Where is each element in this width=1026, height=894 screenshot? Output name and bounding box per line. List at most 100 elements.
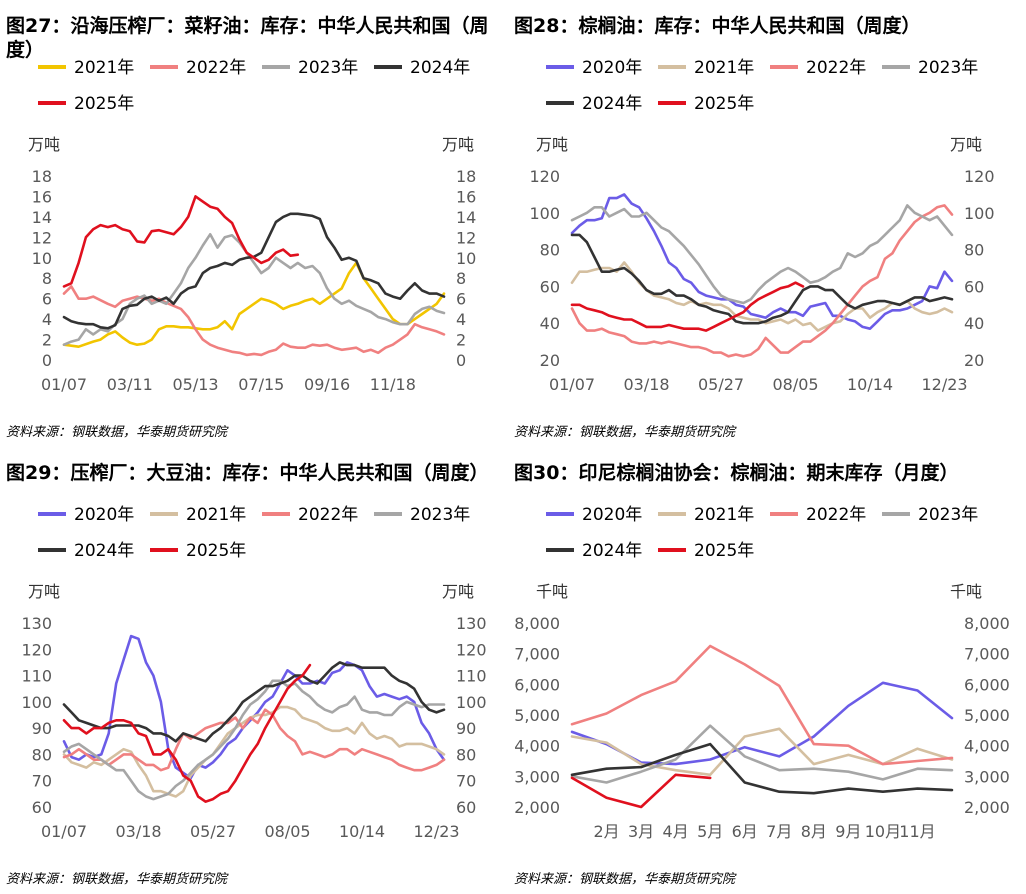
y-tick-left: 2,000 [514, 798, 560, 817]
x-tick-label: 11/18 [370, 375, 416, 394]
legend-label: 2020年 [74, 505, 134, 525]
unit-right: 万吨 [442, 582, 474, 601]
y-tick-left: 80 [540, 241, 560, 260]
y-tick-left: 120 [21, 640, 52, 659]
series-line [570, 281, 805, 332]
series-line [570, 681, 954, 766]
series-line [62, 261, 446, 349]
chart-svg-4: 图30：印尼棕榈油协会：棕榈油：期末库存（月度） 2020年 2021年 2022年 2… [514, 461, 1010, 887]
series-line [570, 644, 954, 766]
legend-label: 2023年 [410, 505, 470, 525]
legend-label: 2022年 [298, 505, 358, 525]
x-tick-label: 03/18 [115, 822, 161, 841]
y-tick-left: 100 [21, 693, 52, 712]
series-line [570, 204, 954, 305]
x-tick-label: 12/23 [921, 375, 967, 394]
chart-title-line: 图27：沿海压榨厂：菜籽油：库存：中华人民共和国（周 [6, 14, 488, 37]
y-tick-right: 7,000 [964, 645, 1010, 664]
y-tick-right: 3,000 [964, 767, 1010, 786]
legend-label: 2024年 [74, 541, 134, 561]
y-tick-left: 90 [32, 719, 52, 738]
legend-label: 2025年 [74, 94, 134, 114]
legend-label: 2022年 [806, 58, 866, 78]
y-tick-left: 130 [21, 614, 52, 633]
y-tick-left: 6,000 [514, 675, 560, 694]
legend-label: 2021年 [186, 505, 246, 525]
legend-label: 2021年 [74, 58, 134, 78]
x-tick-label: 4月 [663, 822, 689, 841]
legend-label: 2022年 [806, 505, 866, 525]
x-tick-label: 01/07 [41, 375, 87, 394]
y-tick-right: 6 [456, 290, 466, 309]
y-tick-right: 80 [456, 745, 476, 764]
unit-right: 万吨 [442, 135, 474, 154]
legend-label: 2024年 [410, 58, 470, 78]
y-tick-right: 90 [456, 719, 476, 738]
y-tick-right: 18 [456, 167, 476, 186]
unit-left: 万吨 [28, 135, 60, 154]
series-line [570, 204, 954, 358]
y-tick-right: 130 [456, 614, 487, 633]
y-tick-left: 7,000 [514, 645, 560, 664]
series-line [62, 663, 312, 804]
legend-label: 2022年 [186, 58, 246, 78]
chart-title-line: 图29：压榨厂：大豆油：库存：中华人民共和国（周度） [6, 461, 488, 484]
legend-label: 2024年 [582, 541, 642, 561]
y-tick-right: 8,000 [964, 614, 1010, 633]
y-tick-right: 0 [456, 351, 466, 370]
x-tick-label: 2月 [593, 822, 619, 841]
series-line [62, 233, 446, 347]
x-tick-label: 10/14 [847, 375, 893, 394]
y-tick-left: 18 [32, 167, 52, 186]
x-tick-label: 6月 [732, 822, 758, 841]
y-tick-right: 2,000 [964, 798, 1010, 817]
series-line [62, 661, 446, 743]
chart-svg-2: 图28：棕榈油：库存：中华人民共和国（周度）2020年 2021年 2022年 202… [514, 14, 995, 440]
x-tick-label: 3月 [628, 822, 654, 841]
chart-title-line: 图28：棕榈油：库存：中华人民共和国（周度） [514, 14, 920, 37]
y-tick-right: 80 [964, 241, 984, 260]
y-tick-left: 60 [540, 277, 560, 296]
y-tick-right: 6,000 [964, 675, 1010, 694]
x-tick-label: 09/16 [304, 375, 350, 394]
y-tick-left: 12 [32, 228, 52, 247]
x-tick-label: 5月 [697, 822, 723, 841]
source-note: 资料来源：钢联数据，华泰期货研究院 [514, 424, 737, 440]
x-tick-label: 01/07 [41, 822, 87, 841]
legend-label: 2023年 [918, 58, 978, 78]
x-tick-label: 05/27 [698, 375, 744, 394]
y-tick-right: 2 [456, 331, 466, 350]
y-tick-right: 14 [456, 208, 476, 227]
legend-label: 2020年 [582, 58, 642, 78]
x-tick-label: 08/05 [772, 375, 818, 394]
y-tick-left: 120 [529, 167, 560, 186]
legend-label: 2023年 [298, 58, 358, 78]
y-tick-right: 16 [456, 187, 476, 206]
y-tick-right: 5,000 [964, 706, 1010, 725]
unit-right: 千吨 [950, 582, 982, 601]
chart-svg-1: 图27：沿海压榨厂：菜籽油：库存：中华人民共和国（周度）2021年 2022年 20… [6, 14, 488, 440]
x-tick-label: 11月 [899, 822, 935, 841]
x-tick-label: 7月 [766, 822, 792, 841]
y-tick-left: 8 [42, 269, 52, 288]
y-tick-left: 6 [42, 290, 52, 309]
chart-panel-3: 图29：压榨厂：大豆油：库存：中华人民共和国（周度） 2020年 2021年 2022… [4, 447, 510, 894]
x-tick-label: 08/05 [264, 822, 310, 841]
unit-right: 万吨 [950, 135, 982, 154]
series-line [570, 233, 954, 325]
y-tick-right: 60 [456, 798, 476, 817]
y-tick-left: 20 [540, 351, 560, 370]
y-tick-left: 3,000 [514, 767, 560, 786]
series-line [62, 285, 446, 357]
x-tick-label: 05/27 [190, 822, 236, 841]
x-tick-label: 10月 [865, 822, 901, 841]
x-tick-label: 12/23 [413, 822, 459, 841]
y-tick-left: 4 [42, 310, 52, 329]
chart-panel-2: 图28：棕榈油：库存：中华人民共和国（周度） 2020年 2021年 2022年 202… [512, 0, 1018, 447]
y-tick-right: 12 [456, 228, 476, 247]
legend-label: 2020年 [582, 505, 642, 525]
series-line [62, 705, 446, 798]
series-line [570, 193, 954, 331]
legend-label: 2023年 [918, 505, 978, 525]
legend-label: 2021年 [694, 58, 754, 78]
